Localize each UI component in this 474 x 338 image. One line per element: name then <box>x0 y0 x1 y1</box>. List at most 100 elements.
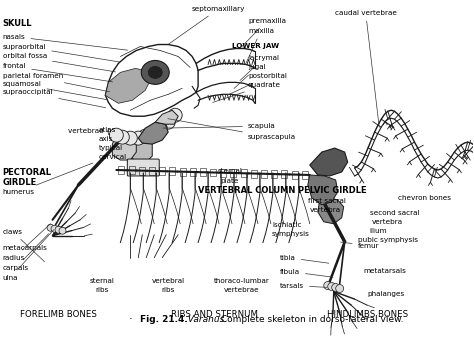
Text: caudal vertebrae: caudal vertebrae <box>335 10 397 127</box>
Text: fibula: fibula <box>280 269 333 277</box>
Text: pubic symphysis: pubic symphysis <box>358 237 418 243</box>
Text: ·: · <box>128 314 132 324</box>
Polygon shape <box>155 110 178 124</box>
Bar <box>261 170 267 178</box>
Text: PECTORAL: PECTORAL <box>3 168 52 177</box>
Text: plate: plate <box>220 178 238 184</box>
Text: symphysis: symphysis <box>272 231 310 237</box>
Bar <box>159 167 165 175</box>
Text: atlas: atlas <box>99 127 116 133</box>
Text: phalanges: phalanges <box>368 291 405 297</box>
Ellipse shape <box>141 61 169 84</box>
Text: jugal: jugal <box>234 65 265 89</box>
Circle shape <box>51 225 58 232</box>
Text: vertebral: vertebral <box>152 277 185 284</box>
Polygon shape <box>130 138 152 162</box>
Text: LOWER JAW: LOWER JAW <box>232 43 279 49</box>
Bar <box>241 169 246 177</box>
Polygon shape <box>112 135 137 160</box>
Bar <box>200 168 206 176</box>
Bar <box>190 168 196 176</box>
Text: HINDLIMBS BONES: HINDLIMBS BONES <box>327 310 408 319</box>
Text: second sacral: second sacral <box>370 210 419 216</box>
Text: frontal: frontal <box>3 64 113 82</box>
Circle shape <box>324 282 332 290</box>
Text: metatarsals: metatarsals <box>364 268 407 273</box>
Text: typical: typical <box>99 145 123 151</box>
Text: metacarpals: metacarpals <box>3 241 47 251</box>
Text: sternal: sternal <box>90 277 115 284</box>
Text: ribs: ribs <box>162 287 175 292</box>
Circle shape <box>55 226 62 233</box>
Text: maxilla: maxilla <box>246 28 274 63</box>
Text: premaxilla: premaxilla <box>242 18 286 47</box>
Text: Varanus.: Varanus. <box>185 315 228 324</box>
Text: postorbital: postorbital <box>228 73 287 95</box>
Text: ribs: ribs <box>96 287 109 292</box>
Text: parietal foramen: parietal foramen <box>3 73 109 92</box>
Circle shape <box>328 283 336 290</box>
Bar <box>210 169 216 176</box>
Text: septomaxillary: septomaxillary <box>167 6 246 45</box>
Text: cervical: cervical <box>99 154 127 160</box>
Text: nasals: nasals <box>3 33 128 50</box>
Text: quadrate: quadrate <box>213 82 281 102</box>
Polygon shape <box>138 122 168 144</box>
Bar <box>251 170 257 177</box>
Text: axis: axis <box>99 136 113 142</box>
Bar <box>282 170 287 178</box>
Bar <box>220 169 226 177</box>
Circle shape <box>138 129 152 143</box>
Text: orbital fossa: orbital fossa <box>3 53 116 72</box>
Circle shape <box>47 224 54 231</box>
Text: sternal: sternal <box>218 168 243 174</box>
Text: chevron bones: chevron bones <box>398 195 450 201</box>
Text: FORELIMB BONES: FORELIMB BONES <box>19 310 97 319</box>
Bar <box>302 171 308 179</box>
Ellipse shape <box>148 67 162 78</box>
Text: SKULL: SKULL <box>3 19 32 28</box>
FancyBboxPatch shape <box>128 159 159 176</box>
Text: thoraco-lumbar: thoraco-lumbar <box>214 277 270 284</box>
Text: ischiatic: ischiatic <box>272 222 301 228</box>
Text: carpals: carpals <box>3 234 49 271</box>
Polygon shape <box>310 148 347 176</box>
Circle shape <box>131 131 145 145</box>
Text: tarsals: tarsals <box>280 283 327 289</box>
Text: RIBS AND STERNUM: RIBS AND STERNUM <box>171 310 258 319</box>
Text: tibia: tibia <box>280 255 329 263</box>
Polygon shape <box>105 68 150 103</box>
Bar <box>149 167 155 175</box>
Bar <box>180 168 185 176</box>
Bar <box>230 169 237 177</box>
Polygon shape <box>318 198 344 224</box>
Circle shape <box>109 128 123 142</box>
Text: claws: claws <box>3 229 45 262</box>
Bar <box>118 166 125 174</box>
Text: scapula: scapula <box>163 123 276 129</box>
Text: VERTEBRAL COLUMN: VERTEBRAL COLUMN <box>198 186 295 195</box>
Text: GIRDLE: GIRDLE <box>3 178 37 187</box>
Polygon shape <box>308 175 337 205</box>
Text: squamosal: squamosal <box>3 81 108 100</box>
Bar <box>169 167 175 175</box>
Circle shape <box>145 126 159 140</box>
Text: vertebrae: vertebrae <box>224 287 260 292</box>
Text: Fig. 21.4.: Fig. 21.4. <box>140 315 188 324</box>
Text: supraorbital: supraorbital <box>3 44 119 62</box>
Text: lacrymal: lacrymal <box>240 55 279 80</box>
Text: Complete skeleton in dorso-lateral view.: Complete skeleton in dorso-lateral view. <box>218 315 403 324</box>
Circle shape <box>332 284 340 291</box>
Text: ilium: ilium <box>370 228 387 234</box>
Text: vertebra: vertebra <box>372 219 403 225</box>
Bar <box>292 171 298 178</box>
Bar <box>139 167 145 175</box>
Circle shape <box>336 285 344 292</box>
Circle shape <box>153 121 167 135</box>
Text: femur: femur <box>340 242 379 249</box>
Text: vertebra: vertebra <box>310 207 341 213</box>
Circle shape <box>123 131 137 145</box>
Circle shape <box>168 108 182 122</box>
Bar <box>271 170 277 178</box>
Text: supraoccipital: supraoccipital <box>3 89 106 108</box>
